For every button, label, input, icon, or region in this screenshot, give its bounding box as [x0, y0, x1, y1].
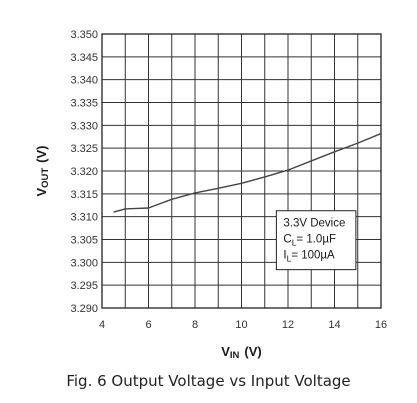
annotation-cl-value: = 1.0µF: [296, 234, 336, 246]
annotation-cl-subscript: L: [292, 238, 297, 248]
y-tick-label: 3.340: [70, 75, 98, 87]
y-tick-label: 3.330: [70, 120, 98, 132]
y-tick-label: 3.300: [70, 257, 98, 269]
x-tick-labels: 4 6 8 10 12 14 16: [99, 319, 387, 331]
figure-caption: Fig. 6 Output Voltage vs Input Voltage: [66, 372, 351, 390]
y-tick-label: 3.345: [70, 52, 98, 64]
annotation-cl-symbol: C: [283, 234, 291, 246]
y-axis-unit: (V): [34, 145, 49, 162]
y-tick-label: 3.295: [70, 280, 98, 292]
grid: [102, 34, 381, 308]
x-axis-subscript: IN: [230, 350, 240, 361]
y-tick-label: 3.310: [70, 212, 98, 224]
x-tick-label: 14: [328, 319, 340, 331]
annotation-il-value: = 100µA: [291, 250, 335, 262]
series-line: [113, 132, 382, 213]
y-tick-label: 3.290: [70, 303, 98, 315]
annotation-frame: [275, 210, 357, 271]
annotation-device: 3.3V Device: [283, 218, 345, 230]
annotation-load-current: IL= 100µA: [283, 250, 335, 264]
x-axis-symbol: V: [221, 344, 230, 359]
annotation-load-capacitance: CL= 1.0µF: [283, 234, 336, 248]
y-axis-symbol: V: [34, 188, 49, 197]
x-axis-unit: (V): [244, 344, 261, 359]
y-tick-label: 3.315: [70, 189, 98, 201]
y-tick-label: 3.350: [70, 29, 98, 41]
y-tick-label: 3.305: [70, 235, 98, 247]
series: [113, 132, 382, 213]
x-tick-label: 16: [375, 319, 387, 331]
y-tick-label: 3.325: [70, 143, 98, 155]
annotation-il-symbol: I: [283, 250, 286, 262]
annotation-box: 3.3V Device CL= 1.0µF IL= 100µA: [275, 210, 357, 271]
x-tick-label: 4: [99, 319, 105, 331]
x-axis-title: VIN (V): [221, 344, 262, 361]
x-tick-label: 6: [145, 319, 151, 331]
annotation-il-subscript: L: [287, 254, 292, 264]
x-tick-label: 10: [235, 319, 247, 331]
x-tick-label: 12: [282, 319, 294, 331]
y-axis-title: VOUT (V): [34, 145, 51, 196]
y-tick-label: 3.335: [70, 98, 98, 110]
y-axis-subscript: OUT: [40, 168, 51, 188]
y-tick-labels: 3.290 3.295 3.300 3.305 3.310 3.315 3.320 3.325…: [70, 29, 98, 315]
x-tick-label: 8: [192, 319, 198, 331]
y-tick-label: 3.320: [70, 166, 98, 178]
plot-frame: [101, 33, 382, 309]
